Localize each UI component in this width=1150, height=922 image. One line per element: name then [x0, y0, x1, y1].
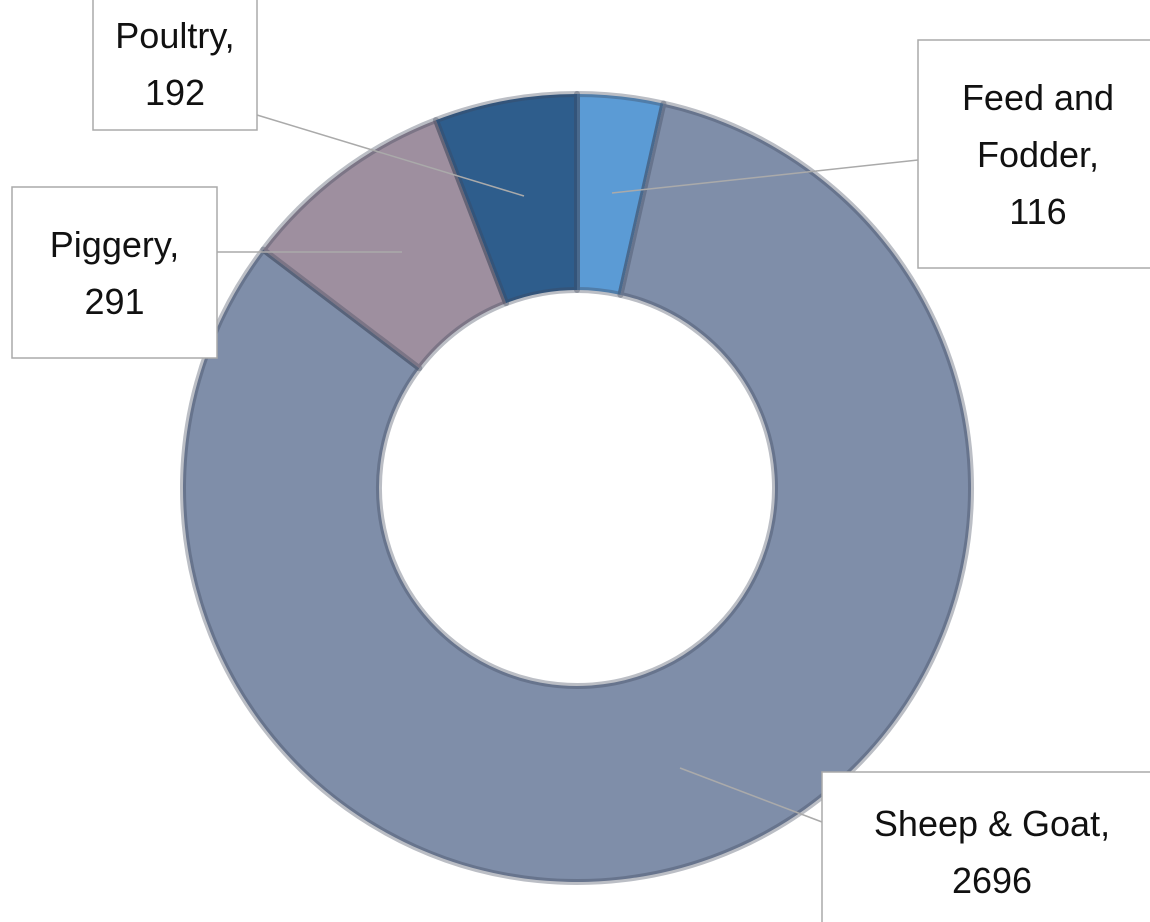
data-label-text: Poultry, 192: [93, 0, 257, 130]
value-label: 291: [84, 280, 145, 322]
data-label-text: Feed and Fodder, 116: [918, 40, 1150, 268]
label-separator: ,: [224, 15, 235, 56]
donut-slice: [180, 100, 974, 885]
leader-line: [679, 767, 823, 823]
label-separator: ,: [1100, 803, 1111, 844]
data-label: Sheep & Goat, 2696: [822, 772, 1150, 922]
leader-line: [611, 159, 919, 194]
label-box: [92, 0, 258, 131]
category-name: Sheep & Goat: [873, 803, 1101, 844]
label-lines: Poultry, 192: [115, 7, 234, 121]
data-label: Poultry, 192: [93, 0, 257, 130]
data-label-text: Piggery, 291: [12, 187, 217, 358]
donut-slice: [432, 91, 580, 307]
data-label: Feed and Fodder, 116: [918, 40, 1150, 268]
label-separator: ,: [169, 223, 180, 265]
category-name: Feed and Fodder: [961, 76, 1115, 175]
leader-line: [256, 114, 525, 197]
label-separator: ,: [1089, 133, 1100, 175]
value-label: 2696: [951, 860, 1033, 901]
donut-slice: [260, 117, 510, 372]
data-label-text: Sheep & Goat, 2696: [822, 772, 1150, 922]
value-label: 192: [144, 72, 206, 113]
label-box: [917, 39, 1150, 269]
label-box: [821, 771, 1150, 922]
data-label: Piggery, 291: [12, 187, 217, 358]
label-lines: Sheep & Goat, 2696: [874, 795, 1110, 909]
category-name: Poultry: [115, 15, 225, 56]
value-label: 116: [1009, 190, 1067, 232]
label-box: [11, 186, 218, 359]
label-lines: Piggery, 291: [50, 216, 179, 330]
donut-slice: [574, 91, 667, 298]
category-name: Piggery: [49, 223, 170, 265]
label-lines: Feed and Fodder, 116: [928, 69, 1148, 240]
